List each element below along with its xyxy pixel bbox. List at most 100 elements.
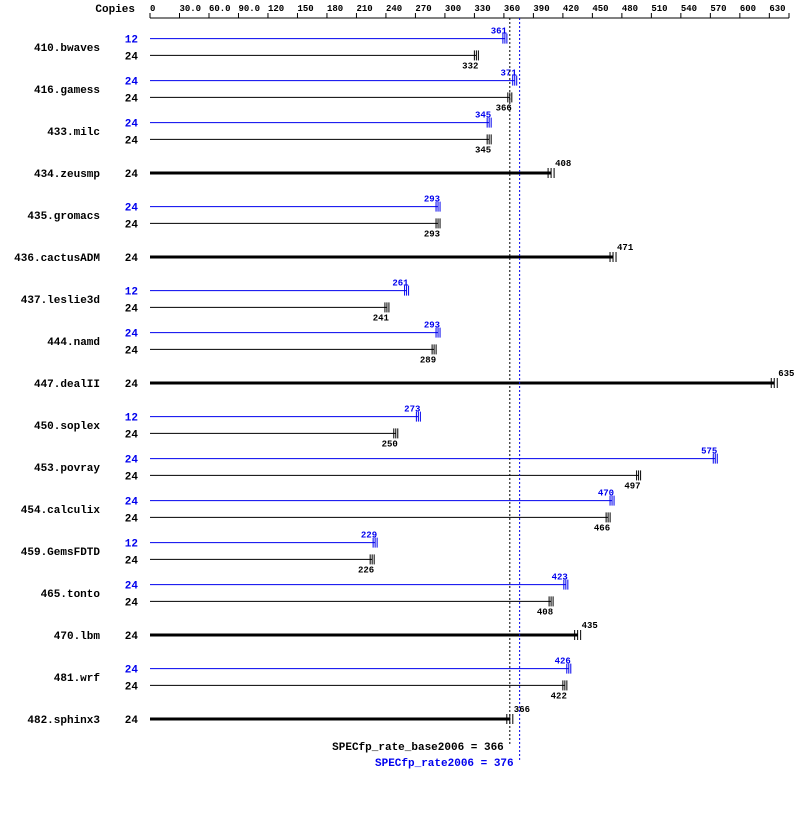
- svg-text:180: 180: [327, 4, 343, 14]
- svg-text:226: 226: [358, 565, 374, 575]
- svg-text:12: 12: [125, 35, 138, 47]
- svg-text:345: 345: [475, 145, 491, 155]
- svg-text:24: 24: [125, 681, 139, 693]
- svg-text:371: 371: [501, 69, 518, 79]
- svg-text:24: 24: [125, 379, 139, 391]
- svg-text:470: 470: [598, 489, 614, 499]
- svg-text:24: 24: [125, 203, 139, 215]
- svg-text:435: 435: [582, 621, 598, 631]
- svg-text:423: 423: [552, 573, 568, 583]
- svg-text:0: 0: [150, 4, 155, 14]
- svg-text:24: 24: [125, 303, 139, 315]
- svg-text:24: 24: [125, 169, 139, 181]
- svg-text:24: 24: [125, 119, 139, 131]
- svg-text:250: 250: [382, 439, 398, 449]
- svg-text:12: 12: [125, 413, 138, 425]
- svg-text:366: 366: [514, 705, 530, 715]
- svg-text:24: 24: [125, 581, 139, 593]
- svg-text:12: 12: [125, 287, 138, 299]
- svg-text:426: 426: [555, 657, 571, 667]
- benchmark-label: 482.sphinx3: [27, 715, 100, 727]
- svg-text:360: 360: [504, 4, 520, 14]
- benchmark-label: 481.wrf: [54, 673, 101, 685]
- svg-text:229: 229: [361, 531, 377, 541]
- svg-text:120: 120: [268, 4, 284, 14]
- svg-text:24: 24: [125, 665, 139, 677]
- benchmark-label: 435.gromacs: [27, 211, 100, 223]
- svg-text:293: 293: [424, 195, 440, 205]
- svg-text:408: 408: [555, 159, 571, 169]
- svg-text:24: 24: [125, 455, 139, 467]
- svg-text:450: 450: [592, 4, 608, 14]
- svg-text:570: 570: [710, 4, 726, 14]
- benchmark-label: 434.zeusmp: [34, 169, 100, 181]
- svg-text:332: 332: [462, 61, 478, 71]
- svg-text:635: 635: [778, 369, 794, 379]
- svg-text:510: 510: [651, 4, 667, 14]
- benchmark-label: 470.lbm: [54, 631, 101, 643]
- svg-text:12: 12: [125, 539, 138, 551]
- svg-text:390: 390: [533, 4, 549, 14]
- svg-text:497: 497: [624, 481, 640, 491]
- svg-text:361: 361: [491, 27, 508, 37]
- svg-text:24: 24: [125, 715, 139, 727]
- svg-text:24: 24: [125, 93, 139, 105]
- svg-text:24: 24: [125, 471, 139, 483]
- svg-text:466: 466: [594, 523, 610, 533]
- svg-text:24: 24: [125, 77, 139, 89]
- benchmark-label: 433.milc: [47, 127, 100, 139]
- benchmark-label: 459.GemsFDTD: [21, 547, 101, 559]
- svg-text:24: 24: [125, 429, 139, 441]
- svg-text:90.0: 90.0: [238, 4, 260, 14]
- svg-text:150: 150: [297, 4, 313, 14]
- svg-text:471: 471: [617, 243, 634, 253]
- specfp-rate-chart: 0 30.0 60.0 90.0 120 150 180 210 240 270 300 330 360…: [0, 0, 799, 831]
- benchmark-label: 453.povray: [34, 463, 100, 475]
- svg-text:293: 293: [424, 321, 440, 331]
- svg-text:408: 408: [537, 607, 553, 617]
- svg-text:293: 293: [424, 229, 440, 239]
- peak-score-label: SPECfp_rate2006 = 376: [375, 758, 514, 770]
- svg-text:30.0: 30.0: [179, 4, 201, 14]
- svg-text:261: 261: [392, 279, 409, 289]
- benchmark-label: 437.leslie3d: [21, 295, 100, 307]
- svg-text:24: 24: [125, 253, 139, 265]
- benchmark-label: 465.tonto: [41, 589, 101, 601]
- svg-text:60.0: 60.0: [209, 4, 231, 14]
- svg-text:24: 24: [125, 513, 139, 525]
- svg-text:330: 330: [474, 4, 490, 14]
- svg-text:420: 420: [563, 4, 579, 14]
- svg-text:24: 24: [125, 497, 139, 509]
- svg-text:422: 422: [551, 691, 567, 701]
- svg-text:630: 630: [769, 4, 785, 14]
- svg-text:575: 575: [701, 447, 717, 457]
- svg-text:480: 480: [622, 4, 638, 14]
- svg-text:24: 24: [125, 631, 139, 643]
- benchmark-label: 450.soplex: [34, 421, 100, 433]
- svg-text:24: 24: [125, 329, 139, 341]
- svg-text:24: 24: [125, 219, 139, 231]
- svg-text:273: 273: [404, 405, 420, 415]
- svg-text:289: 289: [420, 355, 436, 365]
- svg-text:241: 241: [373, 313, 390, 323]
- svg-text:210: 210: [356, 4, 372, 14]
- base-score-label: SPECfp_rate_base2006 = 366: [332, 742, 504, 754]
- svg-text:600: 600: [740, 4, 756, 14]
- svg-text:24: 24: [125, 51, 139, 63]
- svg-text:24: 24: [125, 597, 139, 609]
- benchmark-label: 454.calculix: [21, 505, 101, 517]
- svg-text:270: 270: [415, 4, 431, 14]
- benchmark-label: 410.bwaves: [34, 43, 100, 55]
- benchmark-label: 444.namd: [47, 337, 100, 349]
- svg-text:24: 24: [125, 135, 139, 147]
- svg-text:540: 540: [681, 4, 697, 14]
- svg-text:240: 240: [386, 4, 402, 14]
- benchmark-label: 416.gamess: [34, 85, 100, 97]
- svg-text:24: 24: [125, 555, 139, 567]
- benchmark-label: 436.cactusADM: [14, 253, 100, 265]
- svg-text:24: 24: [125, 345, 139, 357]
- svg-text:345: 345: [475, 111, 491, 121]
- benchmark-label: 447.dealII: [34, 379, 100, 391]
- svg-text:300: 300: [445, 4, 461, 14]
- svg-text:Copies: Copies: [95, 4, 135, 16]
